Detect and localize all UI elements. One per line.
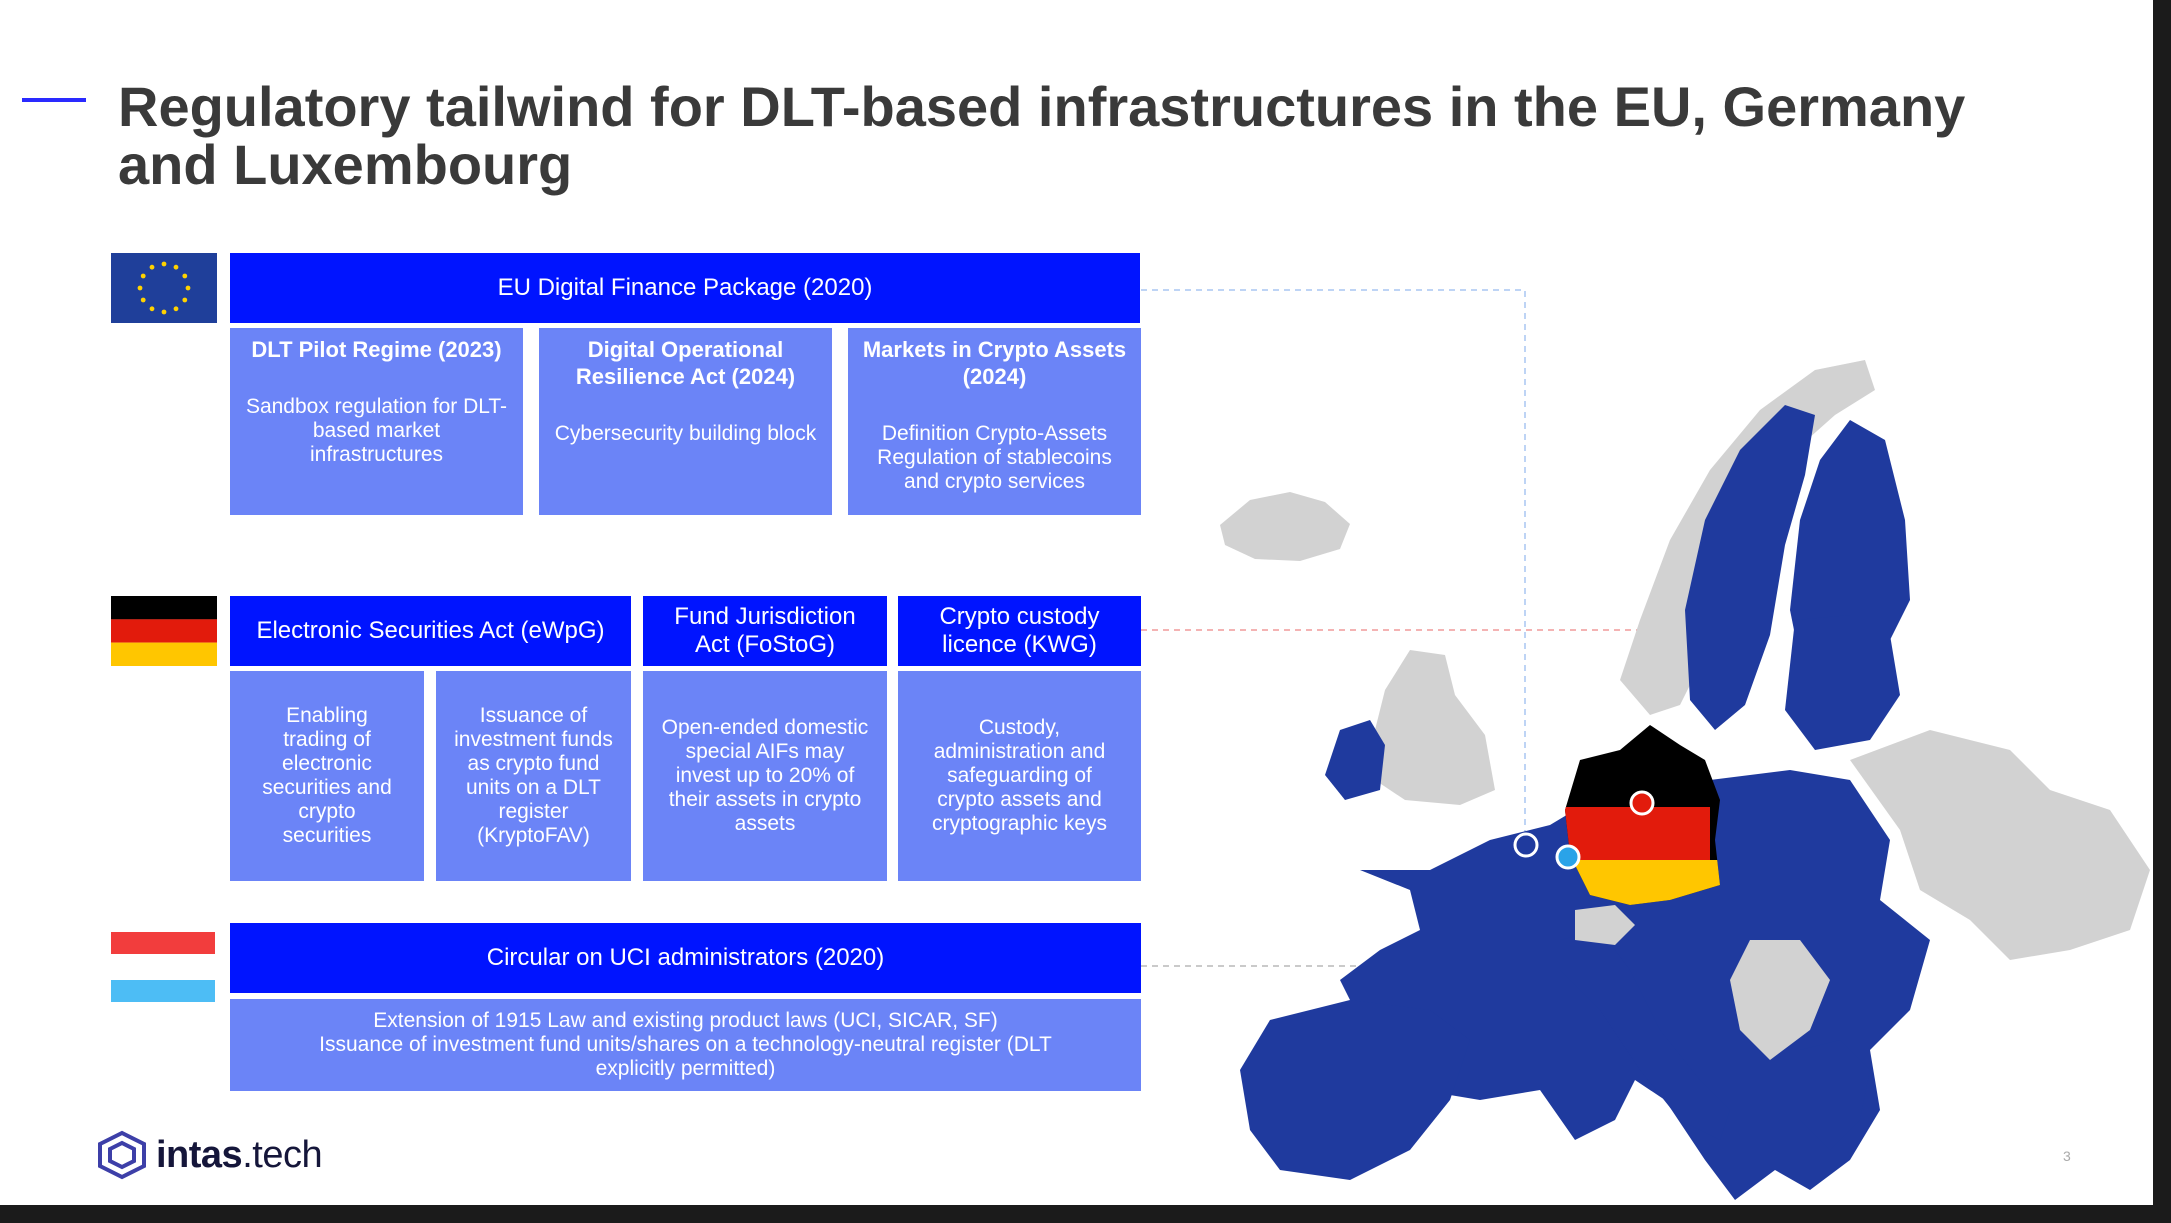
luxembourg-marker [1555, 844, 1581, 870]
intas-tech-logo: intas.tech [96, 1130, 323, 1180]
italy-shape [1560, 930, 1730, 1140]
germany-item: Issuance of investment funds as crypto f… [436, 671, 631, 881]
eu-item-title: Digital Operational Resilience Act (2024… [575, 337, 796, 389]
iberia-shape [1240, 1000, 1470, 1180]
lux-desc-line-2: Issuance of investment fund units/shares… [319, 1033, 1052, 1080]
eastern-non-members-shape [1850, 730, 2150, 960]
eu-item-dlt-pilot: DLT Pilot Regime (2023) Sandbox regulati… [230, 328, 523, 515]
greece-shape [1800, 1040, 1870, 1150]
germany-item: Open-ended domestic special AIFs may inv… [643, 671, 887, 881]
page-title: Regulatory tailwind for DLT-based infras… [118, 75, 1966, 196]
eu-item-title: Markets in Crypto Assets (2024) [862, 337, 1127, 389]
page-number: 3 [2063, 1148, 2071, 1164]
finland-shape [1790, 420, 1910, 670]
eu-item-dora: Digital Operational Resilience Act (2024… [539, 328, 832, 515]
uk-shape [1370, 650, 1495, 805]
germany-item: Enabling trading of electronic securitie… [230, 671, 424, 881]
eu-item-desc: Sandbox regulation for DLT-based market … [245, 395, 508, 466]
uci-circular-header: Circular on UCI administrators (2020) [230, 923, 1141, 993]
germany-red-band [1565, 807, 1710, 860]
uci-circular-desc: Extension of 1915 Law and existing produ… [230, 999, 1141, 1091]
luxembourg-flag-icon [111, 932, 215, 1002]
slide: Regulatory tailwind for DLT-based infras… [0, 0, 2153, 1205]
switzerland-shape [1575, 905, 1635, 945]
benelux-marker [1513, 832, 1539, 858]
germany-item: Custody, administration and safeguarding… [898, 671, 1141, 881]
fostog-header: Fund Jurisdiction Act (FoStoG) [643, 596, 887, 666]
germany-gold-band [1565, 860, 1720, 905]
lux-desc-line-1: Extension of 1915 Law and existing produ… [373, 1009, 998, 1032]
title-accent-line [22, 98, 86, 102]
logo-brand: intas [156, 1133, 243, 1176]
eu-item-mica: Markets in Crypto Assets (2024) Definiti… [848, 328, 1141, 515]
europe-map [1220, 360, 2150, 1200]
ireland-shape [1325, 720, 1385, 800]
logo-suffix: .tech [242, 1133, 323, 1176]
iceland-shape [1220, 492, 1350, 561]
balkans-shape [1730, 940, 1830, 1060]
eu-item-title: DLT Pilot Regime (2023) [251, 337, 502, 362]
eu-item-desc: Definition Crypto-Assets Regulation of s… [877, 422, 1112, 493]
logo-text: intas.tech [156, 1133, 323, 1177]
eu-package-header: EU Digital Finance Package (2020) [230, 253, 1140, 323]
intas-logo-icon [98, 1130, 146, 1180]
norway-shape [1620, 360, 1875, 715]
germany-marker [1629, 790, 1655, 816]
eu-flag-icon [111, 253, 217, 323]
ewpg-header: Electronic Securities Act (eWpG) [230, 596, 631, 666]
kwg-header: Crypto custody licence (KWG) [898, 596, 1141, 666]
eu-item-desc: Cybersecurity building block [554, 422, 817, 445]
baltic-shape [1785, 615, 1900, 750]
sweden-shape [1685, 405, 1815, 730]
germany-flag-icon [111, 596, 217, 666]
